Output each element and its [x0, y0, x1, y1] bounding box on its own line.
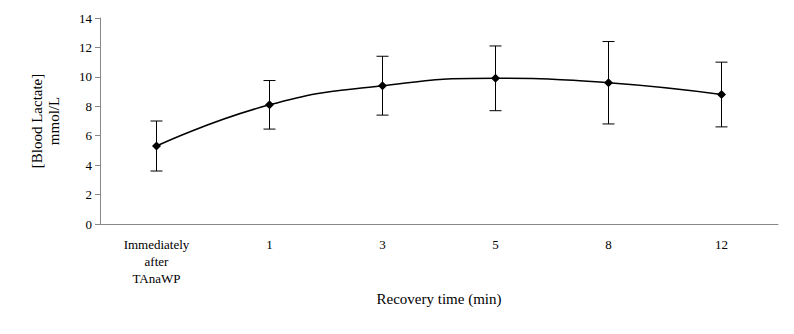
svg-text:Recovery time (min): Recovery time (min): [377, 291, 502, 308]
svg-text:12: 12: [715, 237, 728, 252]
svg-text:0: 0: [86, 217, 93, 232]
svg-text:Immediately: Immediately: [124, 237, 190, 252]
svg-text:10: 10: [79, 69, 92, 84]
svg-text:mmol/L: mmol/L: [46, 97, 62, 145]
svg-text:3: 3: [379, 237, 386, 252]
svg-text:5: 5: [492, 237, 499, 252]
svg-text:1: 1: [266, 237, 273, 252]
svg-text:12: 12: [79, 40, 92, 55]
svg-text:8: 8: [605, 237, 612, 252]
svg-text:4: 4: [86, 158, 93, 173]
svg-text:TAnaWP: TAnaWP: [132, 271, 180, 286]
svg-text:[Blood Lactate]: [Blood Lactate]: [29, 74, 45, 169]
svg-text:8: 8: [86, 99, 93, 114]
svg-text:6: 6: [86, 128, 93, 143]
svg-text:2: 2: [86, 187, 93, 202]
svg-text:after: after: [145, 254, 169, 269]
svg-text:14: 14: [79, 11, 93, 26]
